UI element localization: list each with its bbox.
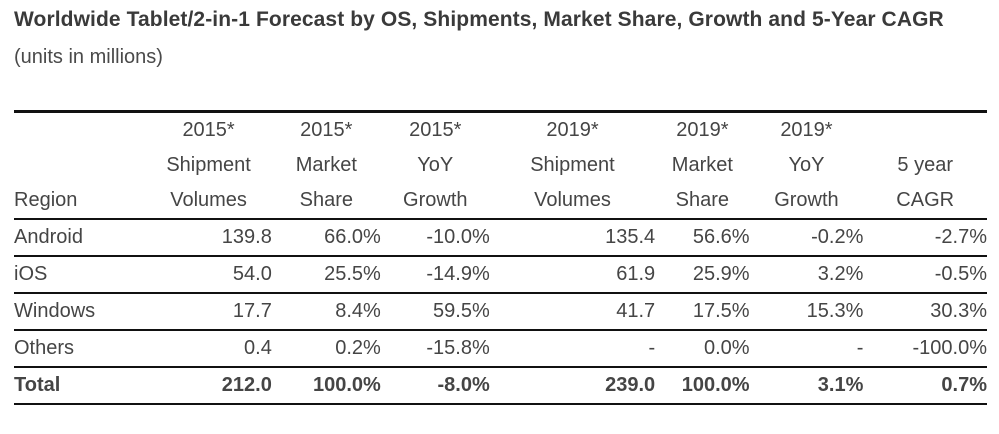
forecast-table: Region 2015* Shipment Volumes 2015* Mark…	[14, 110, 987, 405]
header-year-label: 2015*	[409, 119, 462, 141]
yoy-2015-cell: -14.9%	[380, 256, 490, 294]
column-header-5-year-cagr: 5 year CAGR	[863, 111, 987, 220]
header-year-label: 2019*	[676, 119, 729, 141]
cagr-cell: 0.7%	[941, 374, 987, 396]
share-2019-cell: 0.0%	[655, 330, 750, 368]
table-body: Android 139.8 66.0% -10.0% 135.4 56.6% -…	[14, 219, 987, 404]
column-header-2015-shipment-volumes: 2015* Shipment Volumes	[145, 111, 272, 220]
column-header-2015-market-share: 2015* Market Share	[271, 111, 381, 220]
region-cell: Total	[14, 374, 61, 396]
yoy-2015-cell: -10.0%	[380, 219, 490, 257]
header-line3-label: Volumes	[534, 189, 611, 211]
header-line2-label: Shipment	[166, 154, 251, 176]
share-2019-cell: 100.0%	[681, 374, 750, 396]
table-row-ios: iOS 54.0 25.5% -14.9% 61.9 25.9% 3.2% -0…	[14, 256, 987, 294]
share-2015-cell: 100.0%	[312, 374, 381, 396]
cagr-cell: -0.5%	[863, 256, 987, 294]
header-year-label: 2019*	[546, 119, 599, 141]
header-line2-label: YoY	[417, 154, 454, 176]
column-header-region: Region	[14, 111, 146, 220]
yoy-2015-cell: 59.5%	[380, 293, 490, 331]
header-row: Region 2015* Shipment Volumes 2015* Mark…	[14, 111, 987, 220]
share-2019-cell: 17.5%	[655, 293, 750, 331]
shipment-2019-cell: 239.0	[605, 374, 656, 396]
yoy-2019-cell: 3.1%	[817, 374, 864, 396]
column-header-2019-shipment-volumes: 2019* Shipment Volumes	[489, 111, 656, 220]
table-row-android: Android 139.8 66.0% -10.0% 135.4 56.6% -…	[14, 219, 987, 257]
shipment-2015-cell: 212.0	[221, 374, 272, 396]
shipment-2015-cell: 0.4	[145, 330, 272, 368]
shipment-2015-cell: 54.0	[145, 256, 272, 294]
header-line3-label: Growth	[403, 189, 468, 211]
header-year-label: 2019*	[780, 119, 833, 141]
yoy-2015-cell: -15.8%	[380, 330, 490, 368]
header-line2-label: 5 year	[897, 154, 953, 176]
column-header-2015-yoy-growth: 2015* YoY Growth	[380, 111, 490, 220]
region-cell: Others	[14, 330, 146, 368]
share-2019-cell: 56.6%	[655, 219, 750, 257]
cagr-cell: -2.7%	[863, 219, 987, 257]
table-row-others: Others 0.4 0.2% -15.8% - 0.0% - -100.0%	[14, 330, 987, 368]
header-line3-label: Share	[299, 189, 353, 211]
yoy-2019-cell: -0.2%	[749, 219, 864, 257]
shipment-2019-cell: -	[489, 330, 656, 368]
yoy-2019-cell: 3.2%	[749, 256, 864, 294]
header-line3-label: Volumes	[170, 189, 247, 211]
table-row-total: Total 212.0 100.0% -8.0% 239.0 100.0% 3.…	[14, 367, 987, 404]
share-2015-cell: 66.0%	[271, 219, 381, 257]
page-title: Worldwide Tablet/2-in-1 Forecast by OS, …	[14, 8, 944, 31]
header-line3-label: Share	[675, 189, 730, 211]
column-header-2019-yoy-growth: 2019* YoY Growth	[749, 111, 864, 220]
region-cell: Windows	[14, 293, 146, 331]
header-line2-label: Market	[671, 154, 733, 176]
table-header: Region 2015* Shipment Volumes 2015* Mark…	[14, 111, 987, 220]
share-2015-cell: 8.4%	[271, 293, 381, 331]
share-2015-cell: 25.5%	[271, 256, 381, 294]
header-line3-label: CAGR	[896, 189, 955, 211]
yoy-2019-cell: -	[749, 330, 864, 368]
yoy-2019-cell: 15.3%	[749, 293, 864, 331]
share-2015-cell: 0.2%	[271, 330, 381, 368]
shipment-2019-cell: 41.7	[489, 293, 656, 331]
share-2019-cell: 25.9%	[655, 256, 750, 294]
header-line2-label: Market	[295, 154, 357, 176]
header-year-label: 2015*	[300, 119, 353, 141]
shipment-2015-cell: 139.8	[145, 219, 272, 257]
cagr-cell: -100.0%	[863, 330, 987, 368]
header-year-label: 2015*	[182, 119, 235, 141]
header-line2-label: YoY	[788, 154, 825, 176]
header-region-label: Region	[14, 189, 78, 211]
region-cell: Android	[14, 219, 146, 257]
shipment-2019-cell: 61.9	[489, 256, 656, 294]
shipment-2015-cell: 17.7	[145, 293, 272, 331]
table-row-windows: Windows 17.7 8.4% 59.5% 41.7 17.5% 15.3%…	[14, 293, 987, 331]
yoy-2015-cell: -8.0%	[437, 374, 490, 396]
page-subtitle: (units in millions)	[14, 46, 163, 68]
header-line3-label: Growth	[774, 189, 839, 211]
header-line2-label: Shipment	[530, 154, 615, 176]
column-header-2019-market-share: 2019* Market Share	[655, 111, 750, 220]
shipment-2019-cell: 135.4	[489, 219, 656, 257]
region-cell: iOS	[14, 256, 146, 294]
cagr-cell: 30.3%	[863, 293, 987, 331]
